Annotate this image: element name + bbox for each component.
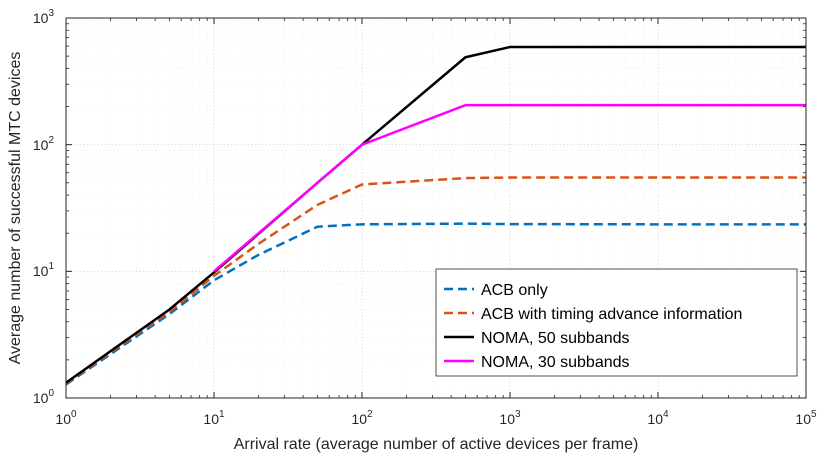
ticks xyxy=(65,17,807,399)
legend-box xyxy=(435,268,798,377)
series-line-1 xyxy=(65,222,806,386)
legend-label-acb-only: ACB only xyxy=(481,282,548,299)
x-tick-label: 103 xyxy=(499,409,521,427)
x-tick-label: 104 xyxy=(647,409,669,427)
y-tick-label: 103 xyxy=(33,8,55,26)
x-tick-label: 101 xyxy=(203,409,225,427)
x-tick-labels: 100 101 102 103 104 105 xyxy=(55,409,817,427)
y-axis-label: Average number of successful MTC devices xyxy=(7,52,24,365)
grid xyxy=(66,18,806,398)
y-tick-labels: 100 101 102 103 xyxy=(33,8,55,406)
series-lines xyxy=(65,45,806,386)
legend: ACB only ACB with timing advance informa… xyxy=(435,268,798,377)
y-tick-label: 101 xyxy=(33,261,55,279)
plot-frame xyxy=(65,17,807,399)
y-tick-label: 100 xyxy=(33,388,55,406)
series-line-2 xyxy=(65,176,806,385)
x-tick-label: 102 xyxy=(351,409,373,427)
x-tick-label: 105 xyxy=(795,409,817,427)
series-line-4 xyxy=(213,103,806,273)
y-tick-label: 102 xyxy=(33,135,55,153)
legend-label-noma-50: NOMA, 50 subbands xyxy=(481,330,630,347)
x-tick-label: 100 xyxy=(55,409,77,427)
x-axis-label: Arrival rate (average number of active d… xyxy=(234,436,639,453)
legend-label-acb-timing: ACB with timing advance information xyxy=(481,306,742,323)
legend-label-noma-30: NOMA, 30 subbands xyxy=(481,354,630,371)
